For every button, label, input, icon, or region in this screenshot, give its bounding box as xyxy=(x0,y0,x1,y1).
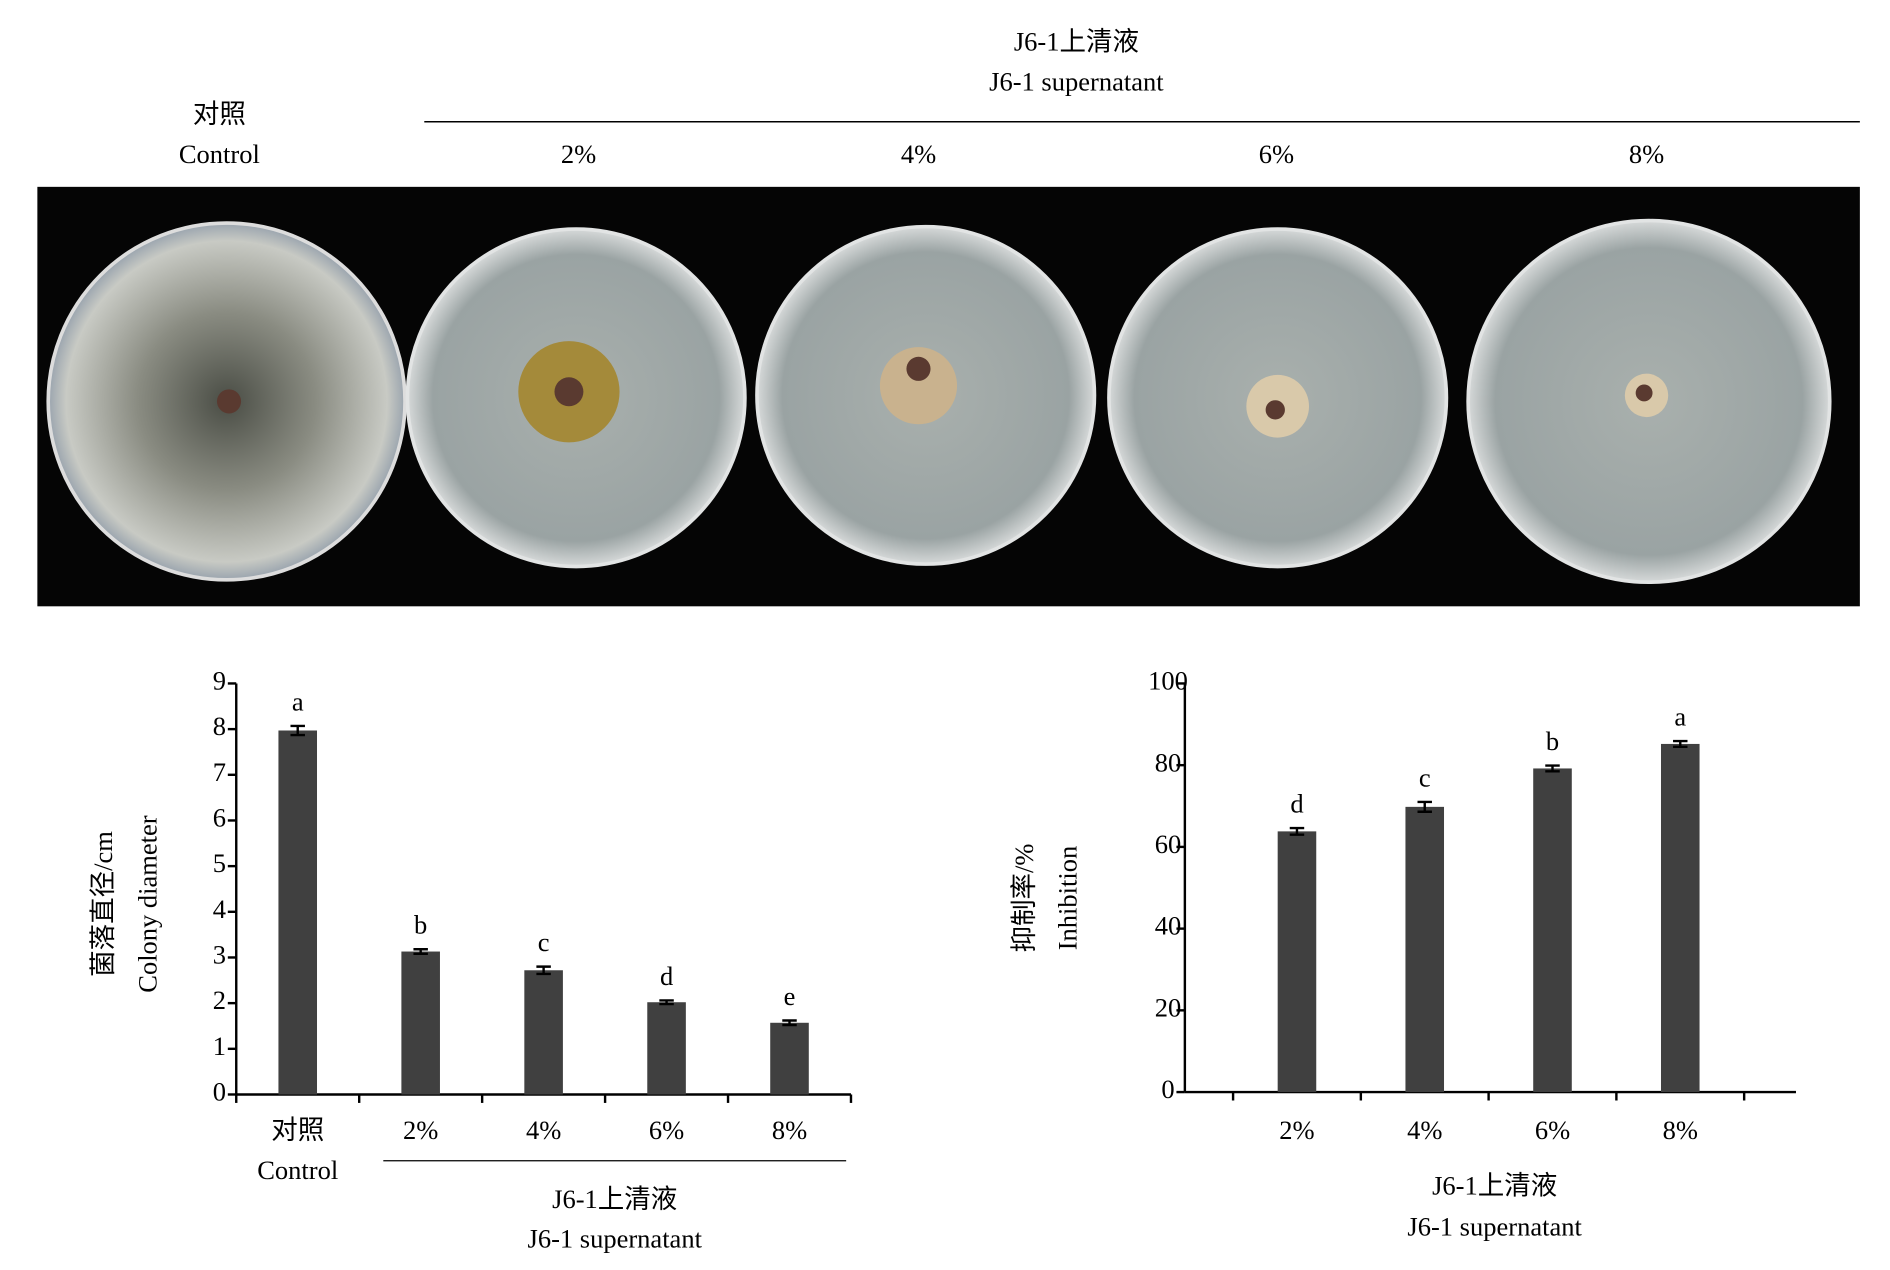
y-tick-label: 4 xyxy=(213,894,226,924)
photo-control-label: 对照 xyxy=(193,99,246,129)
x-tick-label: 8% xyxy=(1663,1115,1698,1145)
significance-letter: a xyxy=(292,686,304,716)
bar xyxy=(770,1022,809,1095)
significance-letter: e xyxy=(784,981,796,1011)
bar xyxy=(1660,743,1700,1093)
y-tick-label: 9 xyxy=(213,666,226,696)
significance-letter: c xyxy=(1419,762,1431,792)
photo-group-label: J6-1上清液 xyxy=(1014,27,1139,57)
photo-concentration: 4% xyxy=(901,139,936,169)
y-axis-label: 抑制率/% xyxy=(1009,844,1039,953)
y-tick-label: 40 xyxy=(1155,911,1181,941)
significance-letter: a xyxy=(1674,701,1686,731)
y-tick-label: 7 xyxy=(213,757,226,787)
group-label: J6-1上清液 xyxy=(552,1184,677,1214)
y-tick-label: 0 xyxy=(213,1077,226,1107)
group-label: J6-1 supernatant xyxy=(528,1224,703,1254)
y-tick-label: 5 xyxy=(213,848,226,878)
y-tick-label: 6 xyxy=(213,803,226,833)
x-axis-label: J6-1 supernatant xyxy=(1407,1212,1582,1242)
significance-letter: b xyxy=(414,910,427,940)
bar xyxy=(1405,806,1445,1093)
significance-letter: b xyxy=(1546,726,1559,756)
y-axis-label: 菌落直径/cm xyxy=(88,831,118,977)
y-axis-label: Inhibition xyxy=(1052,846,1082,951)
x-tick-label: 4% xyxy=(526,1115,561,1145)
significance-letter: d xyxy=(1290,788,1303,818)
x-tick-label: 8% xyxy=(772,1115,807,1145)
y-tick-label: 20 xyxy=(1155,992,1181,1022)
significance-letter: c xyxy=(538,927,550,957)
bar xyxy=(647,1002,686,1095)
x-tick-label: 对照 xyxy=(271,1115,324,1145)
y-tick-label: 0 xyxy=(1161,1074,1174,1104)
error-bar xyxy=(290,724,305,737)
y-axis-label: Colony diameter xyxy=(133,815,163,993)
error-bar xyxy=(1289,826,1305,836)
y-tick-label: 1 xyxy=(213,1031,226,1061)
bar xyxy=(1277,831,1317,1093)
y-tick-label: 60 xyxy=(1155,829,1181,859)
bar xyxy=(1533,768,1572,1093)
y-tick-label: 2 xyxy=(213,985,226,1015)
x-tick-label: 4% xyxy=(1407,1115,1442,1145)
bar xyxy=(524,970,563,1095)
significance-letter: d xyxy=(660,961,673,991)
photo-concentration: 2% xyxy=(561,139,596,169)
photo-concentration: 8% xyxy=(1629,139,1664,169)
x-tick-label: 6% xyxy=(649,1115,684,1145)
y-tick-label: 8 xyxy=(213,711,226,741)
error-bar xyxy=(659,999,674,1006)
photo-concentration: 6% xyxy=(1259,139,1294,169)
photo-control-label: Control xyxy=(179,139,260,169)
y-tick-label: 100 xyxy=(1148,666,1188,696)
x-tick-label: 6% xyxy=(1535,1115,1570,1145)
y-tick-label: 3 xyxy=(213,940,226,970)
x-tick-label: 2% xyxy=(1279,1115,1314,1145)
error-bar xyxy=(1673,739,1688,748)
error-bar xyxy=(782,1019,797,1027)
y-tick-label: 80 xyxy=(1155,747,1181,777)
error-bar xyxy=(1417,800,1432,813)
error-bar xyxy=(1545,764,1560,773)
bar xyxy=(278,730,318,1095)
x-tick-label: 2% xyxy=(403,1115,438,1145)
photo-group-label: J6-1 supernatant xyxy=(989,66,1164,96)
bar xyxy=(401,951,440,1095)
error-bar xyxy=(413,948,428,956)
x-axis-label: J6-1上清液 xyxy=(1432,1171,1557,1201)
plate-photo xyxy=(37,186,1860,607)
error-bar xyxy=(536,965,551,976)
x-tick-label: Control xyxy=(257,1155,338,1185)
